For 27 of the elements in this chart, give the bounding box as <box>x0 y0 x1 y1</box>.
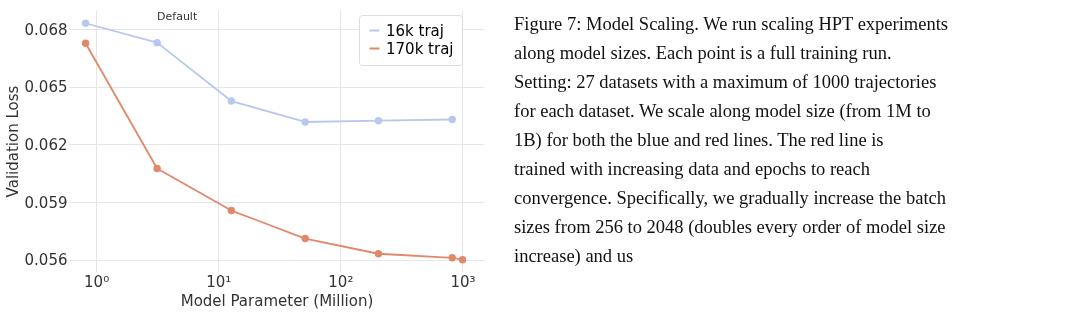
point <box>153 38 161 47</box>
text: Figure 7: Model Scaling. We run scaling HPT experiments along model sizes. Each point is a full training run. Setting: 27 datasets with a maximum of 1000 trajectories for each dataset. We scale along model size (from 1M to 1B) for both the blue and red lines. The red line is trained with increasing data and epochs to reach convergence. Specifically, we gradually increase the batch sizes from 256 to 2048 (doubles every order of model size increase) and us <box>514 14 949 266</box>
point <box>301 234 309 243</box>
point <box>81 19 90 27</box>
y-tick-label: 0.068 <box>24 20 68 39</box>
y-tick-label: 0.059 <box>24 193 68 212</box>
legend-label: 170k traj <box>386 39 454 58</box>
y-tick-label: 0.065 <box>24 78 68 97</box>
point <box>448 115 456 124</box>
legend-label: 16k traj <box>386 21 444 40</box>
point <box>301 118 309 126</box>
x-axis-title: Model Parameter (Million) <box>180 291 374 310</box>
point <box>448 254 456 262</box>
annotation: Default <box>157 9 198 23</box>
y-tick-label: 0.056 <box>24 251 68 270</box>
point <box>227 206 236 215</box>
x-tick-label: 10¹ <box>206 272 232 291</box>
point <box>153 164 161 173</box>
x-tick-label: 10³ <box>450 272 476 291</box>
point <box>81 39 90 47</box>
x-tick-label: 10² <box>328 272 354 291</box>
x-tick-label: 10⁰ <box>84 272 110 291</box>
y-tick-label: 0.062 <box>24 135 68 154</box>
y-axis-title: Validation Loss <box>3 85 22 198</box>
point <box>227 97 236 105</box>
point <box>374 116 383 125</box>
point <box>374 250 383 258</box>
